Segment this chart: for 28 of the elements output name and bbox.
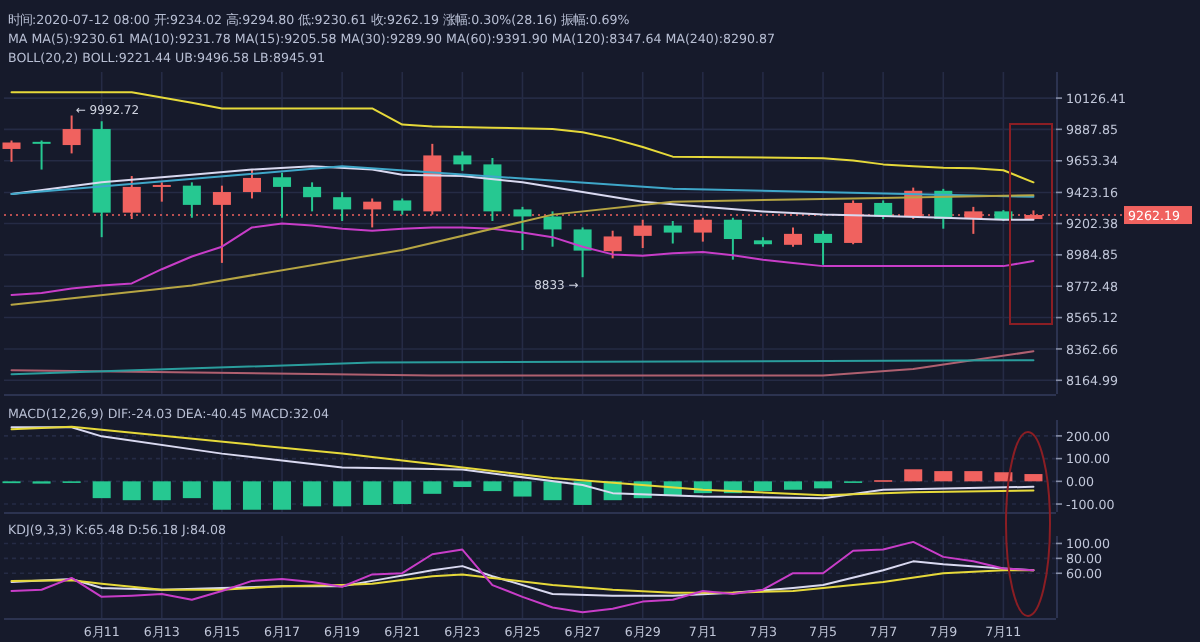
candlestick	[783, 226, 803, 248]
candlestick	[693, 216, 712, 243]
candlestick	[2, 139, 21, 163]
line-series	[10, 194, 1035, 306]
line-series	[10, 222, 1035, 296]
candlestick	[32, 139, 51, 171]
candlestick	[483, 157, 502, 222]
line-series	[10, 91, 1035, 184]
line-series	[10, 350, 1035, 377]
line-series	[10, 540, 1035, 614]
candlestick	[513, 205, 532, 252]
candlestick	[723, 216, 742, 261]
candlestick	[273, 171, 292, 219]
candlestick	[603, 229, 622, 260]
candlestick	[633, 218, 652, 250]
candlestick	[242, 168, 261, 200]
candlestick	[543, 210, 562, 248]
candlestick	[333, 191, 352, 222]
candlestick	[182, 181, 201, 219]
line-series	[10, 165, 1035, 198]
candlestick	[303, 181, 322, 213]
candlestick	[844, 199, 863, 246]
candlestick	[453, 150, 472, 172]
candlestick	[62, 114, 81, 155]
candlestick	[814, 229, 833, 266]
candlestick	[573, 226, 592, 279]
candlestick	[663, 220, 682, 245]
candlestick	[152, 181, 171, 203]
